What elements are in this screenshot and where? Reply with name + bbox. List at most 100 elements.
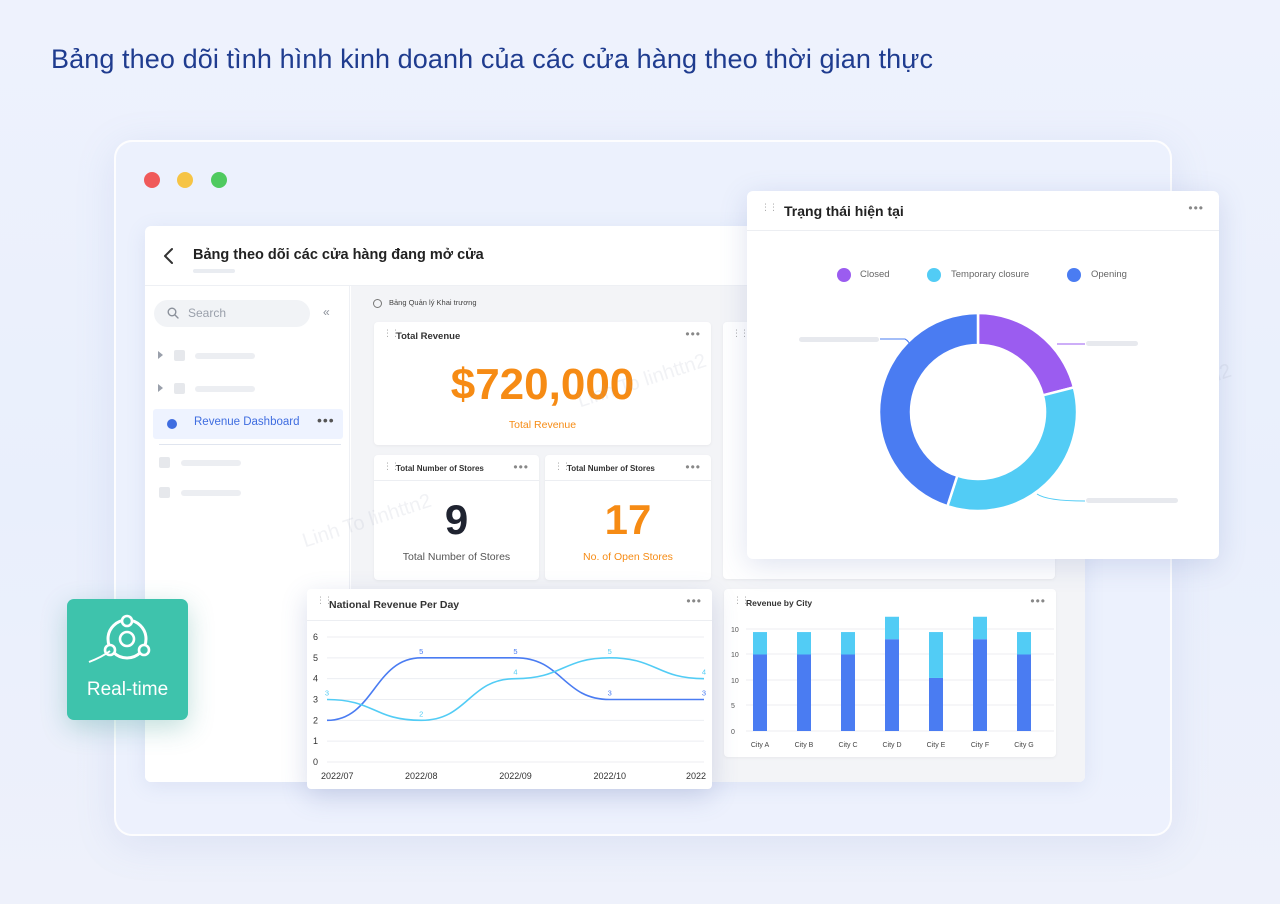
y-tick-label: 10 (731, 678, 739, 685)
sidebar-item-label: Revenue Dashboard (194, 416, 300, 428)
total-revenue-card[interactable]: ⋮⋮ Total Revenue ••• $720,000 Total Reve… (374, 322, 711, 445)
y-tick-label: 1 (313, 736, 318, 746)
breadcrumb: Bảng Quản lý Khai trương (389, 298, 477, 307)
app-header: Bảng theo dõi các cửa hàng đang mở cửa (145, 226, 1085, 286)
bar-city-f-series-1 (973, 639, 987, 731)
real-time-badge: Real-time (67, 599, 188, 720)
legend-temporary-closure-swatch (927, 268, 941, 282)
x-tick-label: 2022/08 (405, 771, 438, 781)
bar-city-b-series-2 (797, 632, 811, 655)
tree-item[interactable] (145, 484, 350, 504)
total-stores-value: 9 (444, 496, 469, 543)
y-tick-label: 5 (731, 703, 735, 710)
legend-closed-label: Closed (860, 269, 890, 280)
more-options-icon[interactable]: ••• (685, 460, 701, 474)
window-close-dot[interactable] (144, 172, 160, 188)
chart-title: Revenue by City (746, 598, 813, 608)
card-divider (374, 480, 539, 481)
callout-placeholder (1086, 498, 1178, 503)
y-tick-label: 3 (313, 695, 318, 705)
more-options-icon[interactable]: ••• (686, 594, 702, 608)
status-donut-chart (799, 311, 1178, 513)
y-tick-label: 0 (731, 729, 735, 736)
card-title: Total Number of Stores (396, 464, 484, 473)
x-tick-label: City G (1014, 742, 1033, 749)
y-tick-label: 5 (313, 653, 318, 663)
collapse-sidebar-icon[interactable]: « (323, 305, 330, 319)
item-placeholder (181, 490, 241, 496)
callout-placeholder (1086, 341, 1138, 346)
app-title: Bảng theo dõi các cửa hàng đang mở cửa (193, 247, 484, 263)
leader-line-temporary-closure (1036, 493, 1086, 502)
card-divider (307, 620, 712, 621)
more-options-icon[interactable]: ••• (685, 327, 701, 341)
x-tick-label: City C (838, 742, 857, 749)
open-stores-card[interactable]: ⋮⋮ Total Number of Stores ••• 17 No. of … (545, 455, 711, 580)
x-tick-label: City E (927, 742, 946, 749)
donut-slice-closed (976, 311, 1076, 397)
more-options-icon[interactable]: ••• (513, 460, 529, 474)
drag-handle-icon[interactable]: ⋮⋮ (732, 328, 749, 338)
back-arrow-icon[interactable] (161, 246, 177, 266)
total-stores-card[interactable]: ⋮⋮ Total Number of Stores ••• 9 Total Nu… (374, 455, 539, 580)
search-placeholder: Search (188, 306, 227, 320)
bar-city-e-series-1 (929, 677, 943, 731)
x-tick-label: City B (795, 742, 814, 749)
legend-opening-label: Opening (1091, 269, 1127, 280)
series-line-1 (326, 657, 704, 722)
point-label: 3 (608, 689, 612, 698)
tree-folder-item[interactable] (145, 347, 350, 367)
bar-city-c-series-1 (841, 654, 855, 731)
tree-item[interactable] (145, 454, 350, 474)
tree-folder-item[interactable] (145, 380, 350, 400)
bar-city-c-series-2 (841, 632, 855, 655)
card-title: Total Revenue (396, 331, 461, 342)
point-label: 3 (325, 689, 329, 698)
window-maximize-dot[interactable] (211, 172, 227, 188)
point-label: 4 (513, 668, 517, 677)
search-icon (167, 307, 179, 319)
status-panel: ⋮⋮ Trạng thái hiện tại ••• Closed Tempor… (747, 191, 1219, 559)
point-label: 5 (419, 647, 423, 656)
x-tick-label: 2022/07 (321, 771, 354, 781)
real-time-label: Real-time (86, 679, 169, 700)
status-panel-header: ⋮⋮ Trạng thái hiện tại ••• (747, 191, 1219, 231)
total-revenue-label: Total Revenue (508, 419, 577, 431)
bar-city-d-series-2 (885, 616, 899, 640)
item-placeholder (195, 386, 255, 392)
legend-temporary-closure-label: Temporary closure (951, 269, 1030, 280)
more-options-icon[interactable]: ••• (1030, 594, 1046, 608)
divider (159, 444, 341, 445)
total-revenue-value: $720,000 (450, 360, 635, 409)
search-input[interactable]: Search (154, 300, 310, 327)
window-minimize-dot[interactable] (177, 172, 193, 188)
leader-line-opening (880, 338, 912, 348)
revenue-by-city-chart: 0 5 10 10 10 City A City B City C City D City E Ci… (731, 616, 1054, 749)
expand-caret-icon[interactable] (158, 384, 163, 392)
drag-handle-icon[interactable]: ⋮⋮ (383, 328, 400, 338)
series-line-2 (326, 657, 705, 722)
drag-handle-icon[interactable]: ⋮⋮ (554, 461, 571, 471)
bar-city-e-series-2 (929, 632, 943, 678)
page-headline: Bảng theo dõi tình hình kinh doanh của c… (51, 44, 934, 74)
sidebar-item-revenue-dashboard[interactable] (153, 409, 343, 439)
point-label: 4 (702, 668, 706, 677)
more-options-icon[interactable]: ••• (317, 412, 335, 428)
revenue-by-city-card[interactable]: ⋮⋮ Revenue by City ••• 0 5 10 10 10 City A Cit… (724, 589, 1056, 757)
drag-handle-icon[interactable]: ⋮⋮ (383, 461, 400, 471)
open-stores-label: No. of Open Stores (583, 551, 673, 563)
x-tick-label: 2022/09 (499, 771, 532, 781)
expand-caret-icon[interactable] (158, 351, 163, 359)
dashboard-icon (373, 299, 382, 308)
status-panel-title: Trạng thái hiện tại (784, 203, 904, 219)
x-tick-label: City F (971, 742, 989, 749)
bar-city-f-series-2 (973, 616, 987, 640)
open-stores-value: 17 (604, 496, 652, 543)
bar-city-b-series-1 (797, 654, 811, 731)
x-tick-label: 2022/10 (593, 771, 626, 781)
bar-city-g-series-1 (1017, 654, 1031, 731)
title-underline (193, 269, 235, 273)
more-options-icon[interactable]: ••• (1188, 201, 1204, 215)
